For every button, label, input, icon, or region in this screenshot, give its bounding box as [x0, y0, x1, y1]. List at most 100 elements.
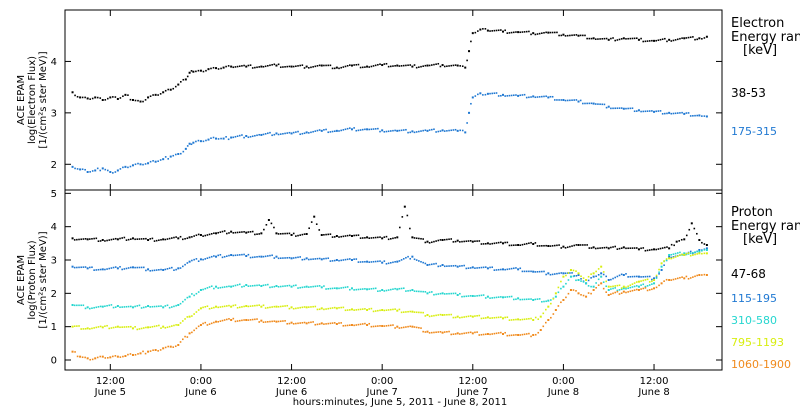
data-point	[230, 136, 233, 139]
data-point-fill	[226, 285, 228, 288]
data-point-fill	[221, 256, 224, 259]
data-point-fill	[508, 295, 511, 298]
data-point-fill	[655, 39, 657, 42]
data-point-fill	[413, 258, 416, 261]
data-point	[305, 257, 308, 260]
data-point-fill	[703, 115, 706, 117]
data-point-fill	[390, 308, 392, 311]
data-point	[109, 171, 112, 173]
data-point-fill	[616, 275, 619, 278]
data-point-fill	[104, 268, 106, 271]
data-point-fill	[696, 232, 698, 235]
data-point	[426, 264, 429, 266]
data-point-fill	[262, 133, 265, 136]
data-point-fill	[134, 266, 136, 269]
data-point-fill	[213, 255, 215, 257]
data-point	[577, 34, 580, 37]
data-point-fill	[655, 277, 658, 279]
data-point	[539, 329, 542, 331]
data-point-fill	[318, 308, 321, 311]
data-point	[131, 327, 134, 330]
data-point-fill	[173, 269, 175, 272]
data-point	[562, 245, 565, 248]
data-point	[517, 318, 520, 321]
data-point-fill	[504, 331, 506, 334]
data-point	[547, 31, 550, 34]
data-point-fill	[587, 279, 590, 282]
data-point-fill	[258, 233, 260, 235]
data-point-fill	[665, 258, 668, 260]
data-point	[562, 299, 565, 301]
data-point-fill	[74, 351, 76, 353]
data-point-fill	[331, 130, 334, 133]
x-tick-time-label: 0:00	[190, 376, 212, 387]
data-point-fill	[361, 66, 364, 69]
data-point-fill	[277, 285, 280, 288]
data-point-fill	[99, 240, 102, 242]
data-point-fill	[368, 288, 371, 290]
data-point	[199, 307, 202, 310]
data-point-fill	[368, 237, 371, 239]
data-point-fill	[93, 269, 95, 271]
data-point-fill	[171, 266, 173, 269]
data-point-fill	[127, 353, 129, 356]
data-point-fill	[174, 153, 177, 156]
data-point-fill	[119, 306, 121, 309]
data-point-fill	[648, 40, 651, 42]
data-point	[290, 132, 293, 135]
data-point	[705, 274, 708, 276]
data-point-fill	[190, 143, 193, 146]
data-point-fill	[277, 63, 280, 66]
data-point	[547, 245, 550, 247]
data-point	[350, 308, 353, 311]
data-point-fill	[212, 136, 215, 139]
data-point-fill	[210, 233, 213, 235]
data-point-fill	[379, 236, 381, 238]
data-point-fill	[439, 265, 442, 267]
data-point-fill	[344, 286, 347, 289]
data-point-fill	[256, 233, 258, 235]
data-point	[245, 284, 248, 286]
data-point-fill	[204, 287, 207, 290]
data-point	[116, 325, 119, 328]
data-point	[101, 99, 104, 101]
data-point-fill	[223, 255, 226, 258]
data-point-fill	[308, 306, 310, 308]
data-point-fill	[567, 292, 570, 295]
data-point-fill	[364, 66, 366, 68]
data-point-fill	[692, 251, 694, 254]
data-point-fill	[631, 107, 634, 110]
data-point-fill	[575, 275, 578, 277]
data-point-fill	[271, 254, 273, 257]
data-point	[562, 33, 565, 36]
data-point-fill	[273, 285, 276, 288]
data-point-fill	[361, 288, 364, 290]
data-point-fill	[99, 169, 102, 172]
data-point-fill	[515, 244, 517, 246]
data-point-fill	[167, 158, 170, 160]
data-point-fill	[500, 316, 502, 318]
data-point-fill	[217, 68, 220, 70]
data-point-fill	[582, 281, 585, 283]
data-point-fill	[413, 326, 416, 328]
data-point	[260, 305, 263, 308]
data-point-fill	[110, 238, 113, 241]
data-point-fill	[500, 331, 502, 334]
data-point-fill	[91, 358, 94, 361]
data-point-fill	[512, 267, 515, 270]
data-point	[396, 64, 399, 67]
data-point-fill	[186, 75, 189, 78]
data-point-fill	[383, 260, 386, 262]
data-point-fill	[452, 316, 455, 319]
data-point-fill	[127, 305, 130, 308]
data-point-fill	[220, 137, 222, 140]
data-point-fill	[303, 233, 306, 235]
data-point-fill	[241, 253, 243, 256]
data-point-fill	[566, 34, 569, 37]
data-point-fill	[127, 238, 130, 241]
data-point-fill	[484, 242, 487, 245]
data-point-fill	[433, 240, 435, 243]
data-point	[486, 29, 489, 32]
data-point-fill	[545, 244, 547, 247]
data-point-fill	[435, 314, 437, 317]
